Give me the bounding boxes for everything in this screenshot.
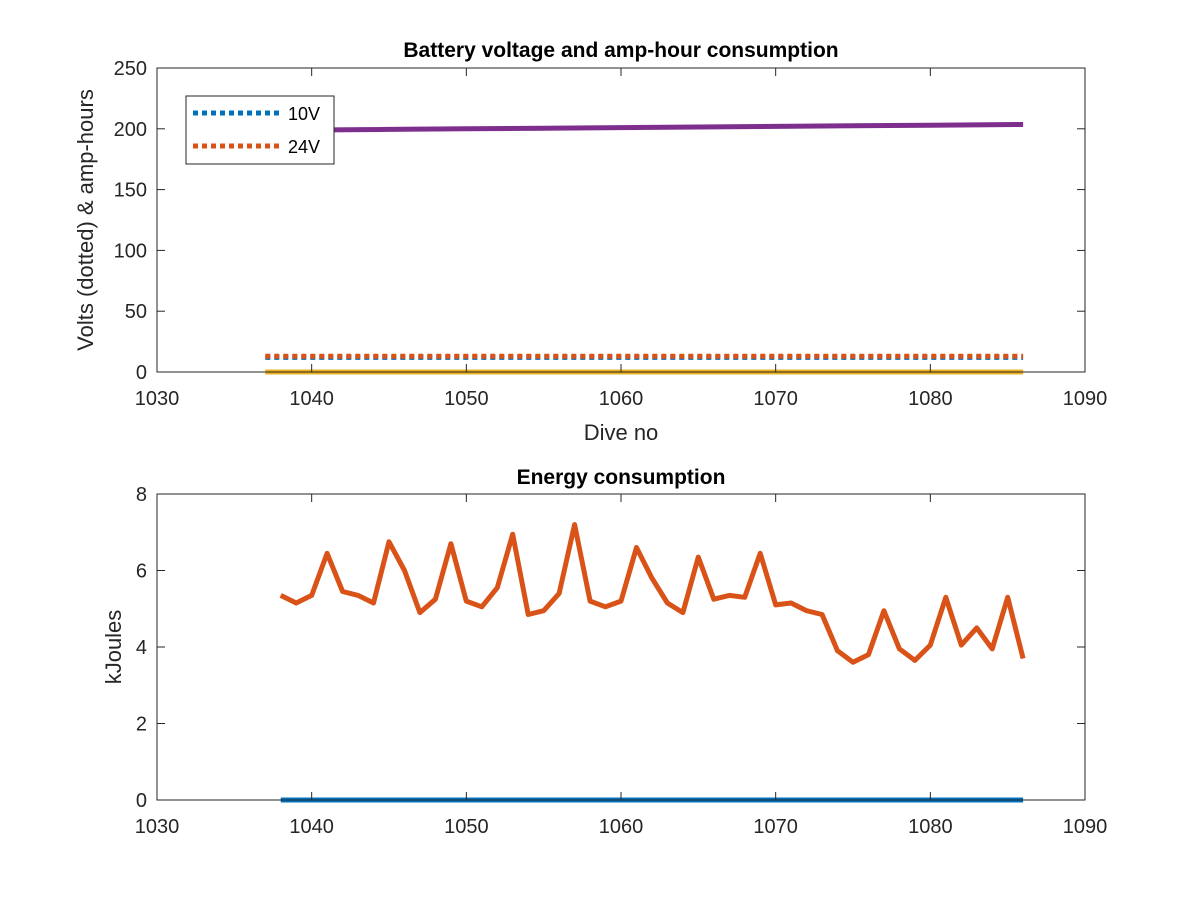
- series-line-0: [279, 522, 1026, 665]
- chart-title: Energy consumption: [517, 466, 726, 489]
- legend-label-24v: 24V: [288, 137, 320, 157]
- series-line-3: [311, 122, 1024, 133]
- x-axis-label: Dive no: [584, 420, 659, 445]
- legend: 10V 24V: [185, 95, 335, 165]
- y-tick-label: 0: [136, 362, 147, 384]
- x-tick-label: 1060: [599, 388, 644, 410]
- x-ticks: 1030 1040 1050 1060 1070 1080 1090: [135, 494, 1108, 838]
- y-tick-label: 100: [114, 240, 147, 262]
- y-ticks: 0 2 4 6 8: [136, 484, 1085, 812]
- y-tick-label: 4: [136, 637, 147, 659]
- x-tick-label: 1080: [908, 388, 953, 410]
- y-tick-label: 250: [114, 58, 147, 80]
- legend-label-10v: 10V: [288, 104, 320, 124]
- y-axis-label: kJoules: [101, 610, 126, 685]
- x-tick-label: 1070: [753, 816, 798, 838]
- y-tick-label: 50: [125, 301, 147, 323]
- x-ticks: 1030 1040 1050 1060 1070 1080 1090: [135, 68, 1108, 410]
- x-tick-label: 1090: [1063, 816, 1108, 838]
- chart-title: Battery voltage and amp-hour consumption: [403, 39, 838, 62]
- y-tick-label: 8: [136, 484, 147, 506]
- y-axis-label: Volts (dotted) & amp-hours: [73, 89, 98, 351]
- x-tick-label: 1050: [444, 388, 489, 410]
- y-tick-label: 0: [136, 790, 147, 812]
- y-tick-label: 150: [114, 180, 147, 202]
- x-tick-label: 1070: [753, 388, 798, 410]
- x-tick-label: 1030: [135, 816, 180, 838]
- voltage-chart: Battery voltage and amp-hour consumption…: [73, 39, 1107, 445]
- legend-box: [185, 95, 335, 165]
- x-tick-label: 1030: [135, 388, 180, 410]
- energy-chart: Energy consumption 1030 1040 1050 1060 1070 1…: [101, 466, 1107, 838]
- x-tick-label: 1090: [1063, 388, 1108, 410]
- y-ticks: 0 50 100 150 200 250: [114, 58, 1085, 384]
- x-tick-label: 1080: [908, 816, 953, 838]
- x-tick-label: 1040: [289, 816, 334, 838]
- y-tick-label: 200: [114, 119, 147, 141]
- x-tick-label: 1050: [444, 816, 489, 838]
- x-tick-label: 1060: [599, 816, 644, 838]
- y-tick-label: 6: [136, 561, 147, 583]
- x-tick-label: 1040: [289, 388, 334, 410]
- y-tick-label: 2: [136, 714, 147, 736]
